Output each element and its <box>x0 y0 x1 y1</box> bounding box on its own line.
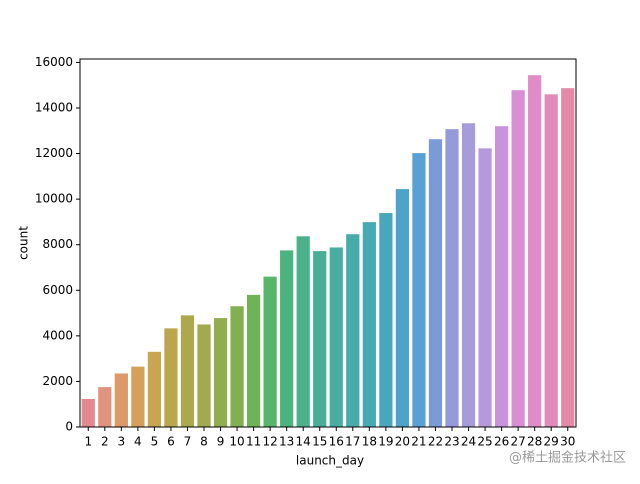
y-axis-label: count <box>17 226 31 260</box>
bar <box>81 398 95 427</box>
x-tick-label: 10 <box>229 435 244 449</box>
x-tick-label: 15 <box>312 435 327 449</box>
x-tick-label: 22 <box>428 435 443 449</box>
bar <box>445 129 459 427</box>
bar <box>230 306 244 427</box>
bar <box>164 328 178 427</box>
bar <box>263 276 277 427</box>
y-tick-label: 0 <box>65 420 73 434</box>
bar <box>395 189 410 427</box>
bar <box>379 213 393 427</box>
x-tick-label: 13 <box>279 435 294 449</box>
plot-frame <box>79 58 577 428</box>
x-tick-label: 14 <box>296 435 311 449</box>
x-tick-label: 4 <box>134 435 142 449</box>
y-tick-label: 6000 <box>42 283 73 297</box>
bar <box>280 250 294 427</box>
x-tick-label: 28 <box>527 435 542 449</box>
x-tick-label: 2 <box>101 435 109 449</box>
x-tick-label: 3 <box>118 435 126 449</box>
y-tick-label: 2000 <box>42 374 73 388</box>
bar <box>478 148 492 427</box>
x-tick-label: 19 <box>378 435 393 449</box>
bar <box>528 75 542 427</box>
x-tick-label: 21 <box>411 435 426 449</box>
bar <box>428 139 443 427</box>
bar <box>561 88 575 427</box>
x-tick-label: 6 <box>167 435 175 449</box>
bar <box>544 94 558 428</box>
x-axis-label: launch_day <box>296 454 364 468</box>
bar <box>461 123 476 428</box>
x-tick-label: 30 <box>560 435 575 449</box>
x-tick-label: 18 <box>362 435 377 449</box>
bar <box>346 234 360 427</box>
watermark: @稀土掘金技术社区 <box>509 450 626 466</box>
x-tick-label: 9 <box>217 435 225 449</box>
y-tick-label: 8000 <box>42 237 73 251</box>
x-tick-label: 27 <box>510 435 525 449</box>
bar <box>329 247 343 427</box>
bar <box>313 251 327 427</box>
bar <box>114 373 128 427</box>
bar <box>494 126 509 427</box>
x-tick-label: 1 <box>84 435 92 449</box>
x-tick-label: 17 <box>345 435 360 449</box>
bar <box>147 351 162 427</box>
x-tick-label: 25 <box>477 435 492 449</box>
bar <box>98 387 112 427</box>
bar <box>511 90 525 427</box>
x-tick-label: 16 <box>329 435 344 449</box>
y-tick-label: 16000 <box>35 55 73 69</box>
x-tick-label: 24 <box>461 435 476 449</box>
y-tick-label: 10000 <box>35 192 73 206</box>
x-tick-label: 11 <box>246 435 261 449</box>
bar <box>296 236 310 427</box>
bar <box>197 324 211 427</box>
x-tick-label: 29 <box>544 435 559 449</box>
y-tick-label: 14000 <box>35 100 73 114</box>
bar <box>131 366 145 427</box>
x-tick-label: 26 <box>494 435 509 449</box>
y-tick-label: 12000 <box>35 146 73 160</box>
x-tick-label: 7 <box>184 435 192 449</box>
x-tick-label: 5 <box>151 435 159 449</box>
y-tick-label: 4000 <box>42 328 73 342</box>
bar <box>362 222 376 427</box>
bar <box>246 294 261 427</box>
x-tick-label: 23 <box>444 435 459 449</box>
x-tick-label: 20 <box>395 435 410 449</box>
x-tick-label: 8 <box>200 435 208 449</box>
bar <box>412 153 426 428</box>
bar <box>180 315 195 427</box>
x-tick-label: 12 <box>262 435 277 449</box>
bar <box>213 318 228 427</box>
